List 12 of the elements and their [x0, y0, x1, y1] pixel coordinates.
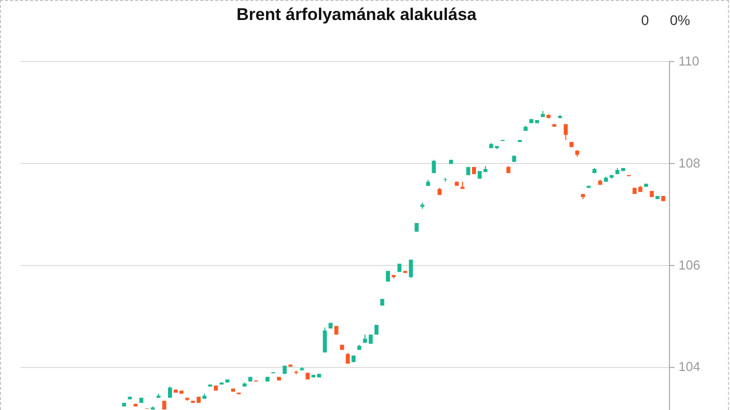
candlestick	[564, 124, 568, 140]
candlestick	[168, 386, 172, 398]
y-tick-label: 110	[678, 54, 700, 68]
candlestick	[408, 259, 413, 279]
candlestick	[432, 159, 436, 174]
chart-title: Brent árfolyamának alakulása	[236, 5, 478, 24]
text: 0	[641, 12, 649, 29]
y-tick-label: 104	[678, 359, 700, 374]
candlestick	[322, 326, 327, 353]
y-tick-label: 106	[678, 257, 700, 272]
y-tick-label: 108	[678, 155, 700, 170]
text: 0%	[670, 12, 690, 29]
